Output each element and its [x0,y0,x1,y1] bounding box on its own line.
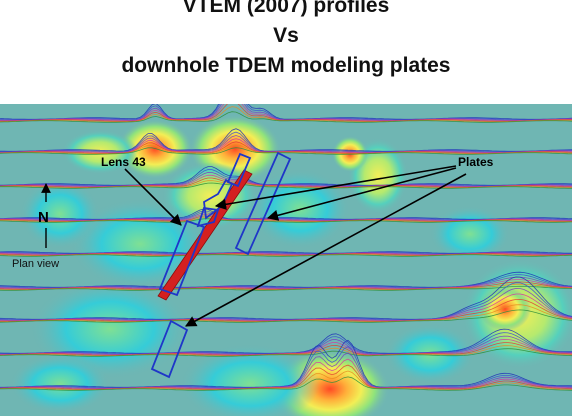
modeling-plates [150,151,292,379]
plates-arrow [266,167,457,221]
plates-label: Plates [458,155,494,169]
profile-trace [0,111,572,123]
profile-trace [0,141,572,154]
plate-outline [150,319,189,379]
plan-view-label: Plan view [12,258,59,270]
anomaly [20,179,100,249]
plate-outline [196,207,220,228]
profile-trace [0,253,572,257]
title-line-1: VTEM (2007) profiles [182,0,390,17]
anomaly [117,119,193,179]
profile-trace [0,182,572,189]
profile-trace [0,376,572,391]
lens-arrow [124,168,182,226]
plate-outline [234,151,292,256]
profile-trace [0,309,572,323]
profile-trace [0,147,572,155]
anomaly [180,344,320,416]
plate-outline [226,152,252,188]
profile-trace [0,254,572,257]
profile-trace [0,276,572,320]
lens-label: Lens 43 [101,155,146,169]
profile-trace [0,348,572,357]
profile-trace [0,218,572,223]
title-line-2: Vs [273,24,299,47]
profile-trace [0,358,572,390]
profile-trace [0,352,572,389]
title-line-3: downhole TDEM modeling plates [121,54,451,77]
anomaly [479,287,531,331]
plates-arrow [214,165,457,210]
north-arrow: N [38,183,51,248]
profile-trace [0,279,572,290]
profile-trace [0,285,572,291]
profile-trace [0,171,572,187]
pointer-arrows [124,165,467,327]
profile-trace [0,345,572,357]
profile-trace [0,276,572,289]
north-label: N [38,209,49,226]
plate-outline [158,219,206,297]
anomaly [10,354,110,414]
slide-title: VTEM (2007) profiles Vs downhole TDEM mo… [0,0,572,104]
vtem-map: Lens 43 Plates N Plan view [0,104,572,416]
plates-arrow [185,173,467,327]
profile-lines [0,104,572,391]
